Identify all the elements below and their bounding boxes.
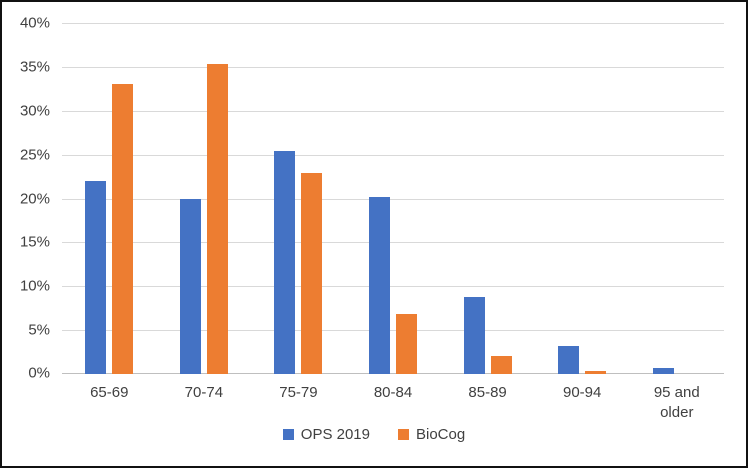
x-tick-label-90-94: 90-94 xyxy=(562,384,602,401)
gridline-40 xyxy=(62,23,724,24)
y-tick-label-40: 40% xyxy=(19,14,50,32)
bar-group-75-79 xyxy=(251,23,346,374)
bar-biocog-75-79 xyxy=(301,173,323,374)
bar-group-80-84 xyxy=(346,23,441,374)
legend-label-biocog: BioCog xyxy=(416,426,466,443)
legend-item-biocog: BioCog xyxy=(398,426,465,443)
bar-ops-2019-70-74 xyxy=(179,198,201,374)
y-tick-label-25: 25% xyxy=(19,146,50,164)
legend-swatch-biocog xyxy=(398,429,409,440)
y-tick-label-20: 20% xyxy=(19,190,50,208)
y-tick-label-35: 35% xyxy=(19,58,50,76)
y-tick-label-15: 15% xyxy=(19,233,50,251)
y-tick-label-10: 10% xyxy=(19,277,50,295)
legend-swatch-ops-2019 xyxy=(282,429,294,440)
x-tick-label-75-79: 75-79 xyxy=(279,384,318,401)
bar-group-65-69 xyxy=(62,23,157,374)
x-tick-label-85-89: 85-89 xyxy=(468,384,507,401)
gridline-30 xyxy=(62,111,724,112)
bar-ops-2019-90-94 xyxy=(558,345,580,374)
bar-biocog-85-89 xyxy=(490,356,512,374)
gridline-15 xyxy=(62,242,724,243)
bar-ops-2019-75-79 xyxy=(274,151,296,374)
bar-biocog-80-84 xyxy=(396,314,418,374)
gridline-0 xyxy=(62,373,724,374)
gridline-20 xyxy=(62,199,724,200)
bar-biocog-70-74 xyxy=(206,64,228,374)
bars xyxy=(62,23,724,374)
gridline-25 xyxy=(62,155,724,156)
bar-ops-2019-65-69 xyxy=(85,180,107,374)
gridline-10 xyxy=(62,286,724,287)
bar-biocog-65-69 xyxy=(112,83,134,374)
y-tick-label-30: 30% xyxy=(19,102,50,120)
x-axis-labels: 65-69 70-74 75-79 80-84 85-89 90-94 95 and old… xyxy=(62,383,724,423)
bar-group-70-74 xyxy=(157,23,252,374)
bar-biocog-90-94 xyxy=(585,371,607,374)
bar-ops-2019-85-89 xyxy=(463,296,485,374)
gridline-5 xyxy=(62,330,724,331)
bar-group-95-and-older xyxy=(629,23,724,374)
x-tick-label-65-69: 65-69 xyxy=(90,384,129,401)
legend-label-ops-2019: OPS 2019 xyxy=(300,426,370,443)
bar-ops-2019-95-and-older xyxy=(652,367,674,374)
y-tick-label-0: 0% xyxy=(28,364,50,382)
legend: OPS 2019 BioCog xyxy=(2,426,746,443)
y-tick-label-5: 5% xyxy=(28,321,50,339)
bar-ops-2019-80-84 xyxy=(369,196,391,374)
gridline-35 xyxy=(62,67,724,68)
x-tick-label-70-74: 70-74 xyxy=(184,384,224,401)
plot-area xyxy=(62,23,724,374)
bar-group-90-94 xyxy=(535,23,630,374)
x-tick-label-80-84: 80-84 xyxy=(373,384,413,401)
legend-item-ops-2019: OPS 2019 xyxy=(282,426,370,443)
bar-group-85-89 xyxy=(440,23,535,374)
x-tick-label-95-and-older: 95 and older xyxy=(653,384,700,421)
